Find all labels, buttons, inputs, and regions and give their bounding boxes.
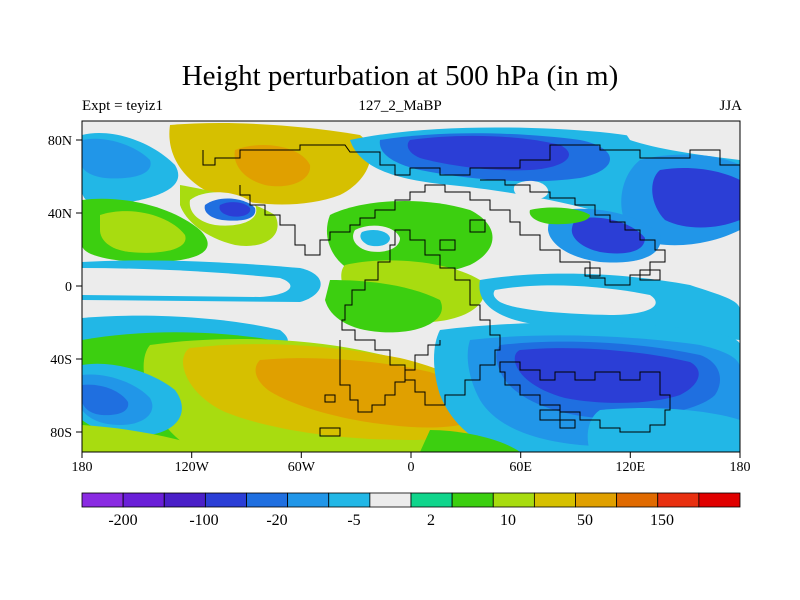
colorbar-swatch	[204, 492, 247, 508]
colorbar-swatch	[575, 492, 618, 508]
colorbar-swatch	[369, 492, 412, 508]
coastlines	[202, 144, 740, 437]
colorbar-swatch	[616, 492, 659, 508]
field-blob	[360, 230, 390, 247]
field-blob	[325, 280, 442, 333]
season-label: JJA	[719, 98, 742, 114]
field-blob	[420, 430, 520, 452]
y-tick-label: 40N	[48, 207, 72, 222]
colorbar-swatch	[698, 492, 741, 508]
field-blob	[219, 202, 251, 217]
y-tick-label: 0	[65, 280, 72, 295]
field-blob	[255, 358, 486, 428]
colorbar-swatch	[657, 492, 700, 508]
colorbar-label: 10	[500, 512, 516, 529]
field-blob	[587, 408, 740, 452]
colorbar-label: -200	[108, 512, 137, 529]
run-label: 127_2_MaBP	[358, 98, 442, 114]
y-tick-label: 80N	[48, 134, 72, 149]
x-tick-label: 0	[408, 460, 415, 475]
field-blob	[493, 285, 656, 315]
x-tick-label: 180	[730, 460, 751, 475]
colorbar-swatch	[81, 492, 124, 508]
y-tick-label: 40S	[50, 353, 72, 368]
height-field	[82, 121, 740, 452]
x-tick-label: 60W	[288, 460, 316, 475]
colorbar-swatch	[410, 492, 453, 508]
field-blob	[82, 384, 129, 416]
colorbar-label: 50	[577, 512, 593, 529]
field-blob	[234, 145, 311, 187]
colorbar-swatch	[287, 492, 330, 508]
field-blob	[620, 125, 740, 160]
colorbar-label: 150	[650, 512, 674, 529]
x-tick-label: 120E	[616, 460, 646, 475]
colorbar-swatch	[246, 492, 289, 508]
x-tick-label: 180	[72, 460, 93, 475]
colorbar-swatch	[163, 492, 206, 508]
colorbar-label: -100	[189, 512, 218, 529]
experiment-label: Expt = teyiz1	[82, 98, 163, 114]
colorbar-swatch	[328, 492, 371, 508]
colorbar-swatch	[122, 492, 165, 508]
field-blob	[652, 168, 740, 228]
axis-ticks	[76, 139, 741, 458]
x-tick-label: 60E	[509, 460, 532, 475]
colorbar-label: -5	[347, 512, 360, 529]
map-title: Height perturbation at 500 hPa (in m)	[181, 60, 619, 92]
colorbar-labels: -200 -100 -20 -5 2 10 50 150	[108, 512, 674, 529]
field-blob	[571, 217, 645, 254]
colorbar-swatch	[533, 492, 576, 508]
y-tick-label: 80S	[50, 426, 72, 441]
field-blob	[407, 135, 569, 171]
colorbar-label: -20	[266, 512, 287, 529]
field-blob	[82, 138, 151, 179]
field-blob	[529, 207, 590, 225]
field-blob	[513, 180, 549, 200]
field-blob	[100, 211, 186, 253]
colorbar	[81, 492, 741, 508]
colorbar-label: 2	[427, 512, 435, 529]
field-blob	[514, 348, 699, 403]
x-tick-label: 120W	[175, 460, 210, 475]
colorbar-swatch	[492, 492, 535, 508]
colorbar-swatch	[451, 492, 494, 508]
field-blob	[82, 268, 291, 297]
field-blob	[82, 425, 220, 452]
